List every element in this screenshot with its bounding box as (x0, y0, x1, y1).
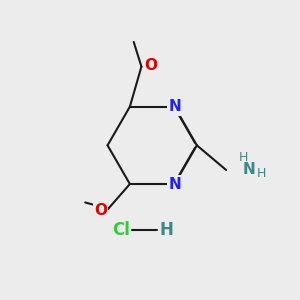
Text: H: H (257, 167, 266, 180)
Text: N: N (168, 99, 181, 114)
Text: H: H (238, 151, 248, 164)
Text: N: N (243, 163, 256, 178)
Text: O: O (145, 58, 158, 73)
Text: H: H (159, 221, 173, 239)
Text: N: N (168, 176, 181, 191)
Text: O: O (94, 203, 107, 218)
Text: Cl: Cl (112, 221, 130, 239)
